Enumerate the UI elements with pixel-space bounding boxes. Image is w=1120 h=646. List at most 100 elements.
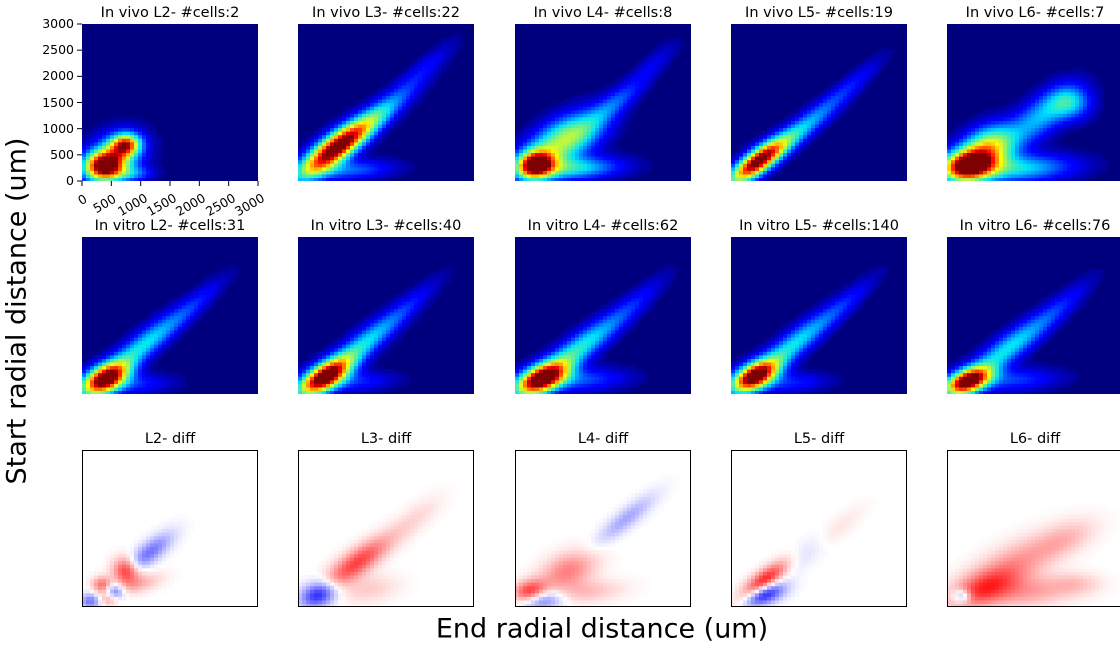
heatmap-cell (631, 294, 636, 299)
heatmap-cell (983, 152, 988, 157)
heatmap-cell (587, 116, 592, 121)
heatmap-cell (1011, 113, 1016, 118)
heatmap-cell (374, 329, 379, 334)
heatmap-cell (575, 109, 580, 114)
heatmap-cell (1019, 170, 1024, 175)
heatmap-cell (955, 123, 960, 129)
heatmap-cell (655, 56, 660, 61)
heatmap-cell (547, 127, 552, 132)
heatmap-cell (1071, 163, 1076, 168)
heatmap-cell (1071, 95, 1076, 100)
heatmap-cell (354, 390, 359, 394)
heatmap-cell (178, 315, 183, 320)
heatmap-cell (571, 163, 576, 168)
heatmap-cell (883, 48, 888, 54)
heatmap-cell (330, 173, 335, 179)
heatmap-cell (434, 290, 439, 295)
heatmap-cell (755, 163, 760, 168)
heatmap-cell (154, 347, 159, 352)
heatmap-cell (310, 163, 315, 168)
heatmap-cell (450, 34, 455, 39)
heatmap-cell (591, 166, 596, 171)
heatmap-cell (354, 383, 359, 388)
heatmap-cell (150, 170, 155, 175)
heatmap-cell (434, 56, 439, 61)
heatmap-cell (374, 390, 379, 394)
heatmap-cell (1047, 127, 1052, 132)
heatmap-cell (535, 123, 540, 129)
heatmap-cell (318, 127, 323, 132)
heatmap-cell (839, 109, 844, 114)
heatmap-cell (374, 156, 379, 161)
heatmap-cell (386, 116, 391, 121)
heatmap-cell (607, 304, 612, 309)
heatmap-cell (575, 336, 580, 342)
heatmap-cell (735, 148, 740, 154)
heatmap-cell (314, 379, 319, 384)
heatmap-cell (579, 170, 584, 175)
heatmap-cell (350, 386, 355, 392)
heatmap-cell (819, 95, 824, 100)
heatmap-cell (354, 372, 359, 377)
heatmap-cell (987, 166, 992, 171)
heatmap-cell (979, 127, 984, 132)
heatmap-cell (519, 390, 524, 394)
heatmap-cell (398, 95, 403, 100)
heatmap-cell (651, 70, 656, 75)
heatmap-cell (667, 63, 672, 68)
heatmap-cell (430, 301, 435, 306)
heatmap-cell (386, 95, 391, 100)
heatmap-cell (851, 98, 856, 104)
heatmap-cell (106, 166, 111, 171)
heatmap-cell (991, 159, 996, 164)
heatmap-cell (971, 120, 976, 125)
heatmap-cell (623, 91, 628, 96)
heatmap-cell (611, 297, 616, 302)
heatmap-cell (603, 386, 608, 392)
heatmap-cell (334, 120, 339, 125)
heatmap-cell (563, 333, 568, 338)
heatmap-cell (1071, 173, 1076, 179)
heatmap-cell (599, 166, 604, 171)
heatmap-cell (94, 369, 99, 374)
heatmap-cell (519, 152, 524, 157)
heatmap-cell (106, 386, 111, 392)
heatmap-cell (134, 145, 139, 150)
heatmap-cell (334, 170, 339, 175)
heatmap-cell (346, 336, 351, 342)
heatmap-cell (406, 166, 411, 171)
heatmap-cell (1039, 145, 1044, 150)
heatmap-cell (583, 166, 588, 171)
heatmap-cell (198, 301, 203, 306)
heatmap-cell (426, 88, 431, 93)
heatmap-cell (631, 383, 636, 388)
heatmap-cell (378, 351, 383, 356)
heatmap-cell (366, 347, 371, 352)
heatmap-cell (1095, 98, 1100, 104)
heatmap-cell (298, 376, 303, 381)
heatmap-cell (759, 170, 764, 175)
heatmap-cell (995, 166, 1000, 171)
heatmap-cell (983, 177, 988, 181)
heatmap-cell (587, 311, 592, 317)
heatmap-cell (579, 326, 584, 331)
heatmap-cell (154, 354, 159, 359)
heatmap-cell (438, 56, 443, 61)
heatmap-cell (138, 163, 143, 168)
heatmap-cell (567, 152, 572, 157)
heatmap-cell (859, 81, 864, 86)
heatmap-cell (531, 166, 536, 171)
heatmap-cell (318, 365, 323, 370)
heatmap-cell (374, 177, 379, 181)
heatmap-cell (951, 134, 956, 139)
heatmap-cell (583, 340, 588, 345)
heatmap-cell (731, 383, 736, 388)
heatmap-cell (587, 365, 592, 370)
heatmap-cell (306, 148, 311, 154)
heatmap-cell (362, 322, 367, 327)
heatmap-cell (214, 279, 219, 284)
heatmap-cell (330, 156, 335, 161)
heatmap-cell (338, 148, 343, 154)
heatmap-cell (603, 109, 608, 114)
heatmap-cell (178, 326, 183, 331)
